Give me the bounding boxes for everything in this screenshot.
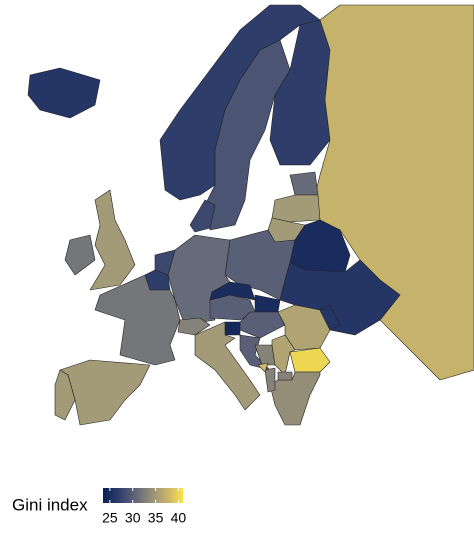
legend-title: Gini index bbox=[12, 495, 88, 514]
region bbox=[257, 362, 269, 373]
region bbox=[289, 347, 331, 373]
region bbox=[271, 194, 321, 223]
region bbox=[264, 367, 276, 393]
region bbox=[54, 369, 76, 421]
region bbox=[177, 317, 211, 336]
region bbox=[224, 229, 296, 301]
region bbox=[27, 67, 101, 119]
region bbox=[194, 321, 261, 411]
region bbox=[271, 334, 296, 376]
region bbox=[239, 311, 286, 339]
colorbar-tick-label: 30 bbox=[125, 510, 141, 526]
region-layer bbox=[27, 4, 474, 426]
region bbox=[89, 189, 136, 291]
colorbar bbox=[103, 488, 183, 503]
colorbar-tick-label: 35 bbox=[148, 510, 164, 526]
region bbox=[59, 359, 151, 426]
region bbox=[319, 304, 341, 331]
colorbar-tick-label: 40 bbox=[171, 510, 187, 526]
region bbox=[277, 371, 293, 381]
colorbar-ticks: 25 30 35 40 bbox=[102, 488, 186, 526]
region bbox=[159, 4, 321, 201]
region bbox=[94, 274, 181, 366]
colorbar-tick-label: 25 bbox=[102, 510, 118, 526]
region bbox=[189, 199, 216, 233]
region bbox=[279, 259, 401, 336]
region bbox=[269, 371, 321, 426]
region bbox=[64, 234, 96, 276]
region bbox=[224, 321, 241, 336]
region bbox=[289, 171, 319, 196]
